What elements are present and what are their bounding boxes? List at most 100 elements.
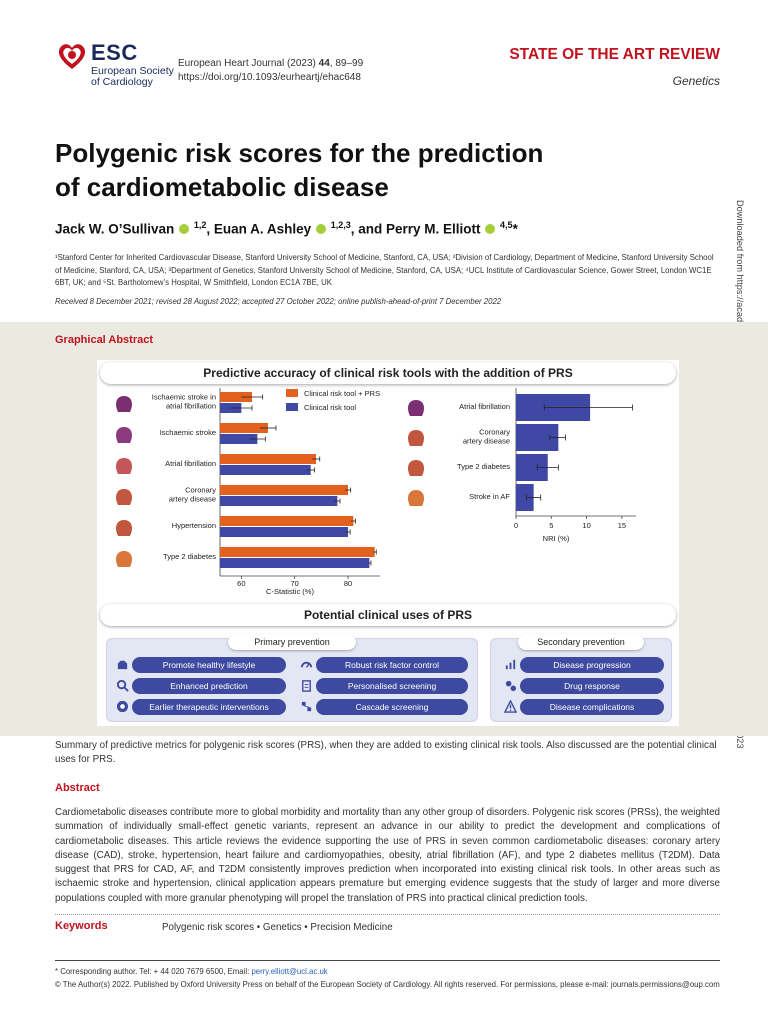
abstract-text: Cardiometabolic diseases contribute more… [55, 807, 720, 904]
enhanced-prediction: Enhanced prediction [132, 678, 286, 694]
disease-complications: Disease complications [520, 699, 664, 715]
bar [220, 496, 338, 506]
secondary-prevention-label: Secondary prevention [518, 634, 644, 650]
bar [220, 403, 242, 413]
bar [220, 434, 258, 444]
legend-swatch [286, 389, 298, 397]
logo-name: ESC [91, 40, 138, 65]
x-tick-label: 15 [618, 521, 626, 530]
panel-title: Predictive accuracy of clinical risk too… [100, 362, 676, 384]
graphical-abstract-caption: Summary of predictive metrics for polyge… [55, 740, 717, 765]
c-statistic-chart: 60 70 80 C-Statistic (%) Ischaemic stroke in… [116, 388, 380, 596]
bar-chart-icon [505, 659, 516, 670]
email-link[interactable]: perry.elliott@ucl.ac.uk [251, 967, 328, 976]
category-label: Atrial fibrillation [165, 459, 216, 468]
bar [220, 527, 348, 537]
category-label: Type 2 diabetes [163, 552, 216, 561]
corresponding-author: * Corresponding author. Tel: + 44 020 76… [55, 967, 328, 976]
robust-risk-factor-control: Robust risk factor control [316, 657, 468, 673]
bar [220, 392, 252, 402]
promote-healthy-lifestyle: Promote healthy lifestyle [132, 657, 286, 673]
legend-label: Clinical risk tool [304, 403, 356, 412]
bar [516, 484, 534, 511]
bar [220, 423, 268, 433]
x-tick-label: 60 [237, 579, 245, 588]
disease-icon [116, 427, 132, 443]
heart-logo-icon [58, 44, 86, 69]
lifestyle-icon [117, 660, 128, 670]
doi-link[interactable]: https://doi.org/10.1093/eurheartj/ehac64… [178, 72, 361, 83]
pill-icon [505, 680, 517, 692]
journal-citation: European Heart Journal (2023) 44, 89–99 … [178, 58, 364, 83]
therapy-icon [116, 700, 129, 713]
subsection-label: Genetics [672, 74, 720, 88]
bar [220, 547, 375, 557]
bar [220, 454, 316, 464]
category-label: Coronary [479, 428, 510, 437]
bar [220, 558, 370, 568]
keywords-heading: Keywords [55, 920, 108, 932]
orcid-icon[interactable] [179, 223, 190, 234]
category-label: Ischaemic stroke [160, 428, 216, 437]
orcid-icon[interactable] [485, 223, 496, 234]
personalised-screening: Personalised screening [316, 678, 468, 694]
disease-icon [116, 458, 132, 474]
esc-logo: ESC European Society of Cardiology [56, 40, 174, 96]
category-label: Stroke in AF [469, 492, 510, 501]
category-label: Type 2 diabetes [457, 462, 510, 471]
disease-progression: Disease progression [520, 657, 664, 673]
disease-icon [116, 551, 132, 567]
orcid-icon[interactable] [315, 223, 326, 234]
author-name: Euan A. Ashley [213, 221, 312, 237]
affiliations: ¹Stanford Center for Inherited Cardiovas… [55, 253, 714, 287]
received-dates: Received 8 December 2021; revised 28 Aug… [55, 297, 502, 306]
disease-icon [116, 489, 132, 505]
footnote-rule [55, 960, 720, 961]
disease-icon [408, 490, 424, 506]
article-title: Polygenic risk scores for the prediction… [55, 138, 544, 202]
legend-label: Clinical risk tool + PRS [304, 389, 380, 398]
category-label: artery disease [463, 437, 510, 446]
x-tick-label: 80 [344, 579, 352, 588]
cascade-screening: Cascade screening [316, 699, 468, 715]
x-axis-label: NRI (%) [543, 534, 570, 543]
family-tree-icon [301, 701, 312, 712]
drug-response: Drug response [520, 678, 664, 694]
author-list: Jack W. O’Sullivan 1,2, Euan A. Ashley 1… [55, 220, 518, 237]
disease-icon [408, 430, 424, 446]
clipboard-icon [302, 680, 311, 692]
primary-prevention-label: Primary prevention [228, 634, 356, 650]
x-tick-label: 5 [549, 521, 553, 530]
x-tick-label: 10 [582, 521, 590, 530]
keywords-list: Polygenic risk scores • Genetics • Preci… [162, 922, 393, 933]
abstract-heading: Abstract [55, 782, 100, 794]
uses-title: Potential clinical uses of PRS [100, 604, 676, 626]
disease-icon [116, 396, 132, 412]
category-label: Hypertension [172, 521, 216, 530]
category-label: Coronary [185, 486, 216, 495]
copyright: © The Author(s) 2022. Published by Oxfor… [55, 980, 720, 989]
gauge-icon [300, 661, 313, 668]
bar [220, 465, 311, 475]
nri-chart: 0 5 10 15 NRI (%) Atrial fibrillation Coronary… [408, 388, 636, 543]
section-label: STATE OF THE ART REVIEW [509, 46, 720, 63]
x-tick-label: 0 [514, 521, 518, 530]
warning-icon [504, 700, 517, 713]
x-axis-label: C-Statistic (%) [266, 587, 314, 596]
category-label: artery disease [169, 495, 216, 504]
author-name: Perry M. Elliott [385, 221, 481, 237]
disease-icon [408, 400, 424, 416]
author-name: Jack W. O’Sullivan [55, 221, 175, 237]
x-tick-label: 70 [290, 579, 298, 588]
disease-icon [408, 460, 424, 476]
category-label: Ischaemic stroke in [152, 393, 216, 402]
divider [55, 914, 720, 915]
bar [220, 516, 354, 526]
graphical-abstract-heading: Graphical Abstract [55, 334, 154, 346]
earlier-therapeutic-interventions: Earlier therapeutic interventions [132, 699, 286, 715]
magnifier-icon [116, 679, 129, 692]
category-label: Atrial fibrillation [459, 402, 510, 411]
bar [220, 485, 348, 495]
category-label: atrial fibrillation [166, 402, 216, 411]
